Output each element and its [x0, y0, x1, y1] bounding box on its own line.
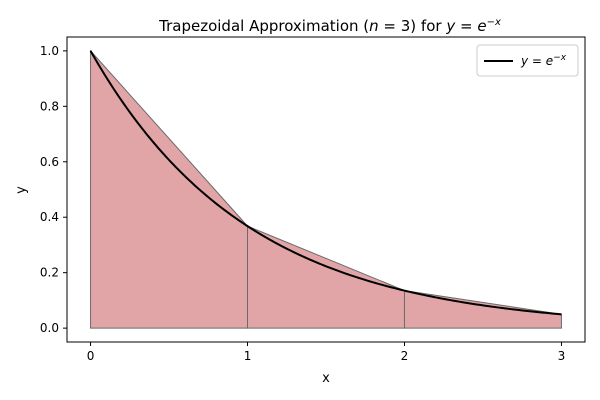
y-tick-label: 1.0 — [40, 44, 59, 58]
title-y: y — [445, 17, 456, 35]
title-e: e — [477, 17, 486, 35]
legend-exp: −x — [553, 53, 567, 63]
chart-title: Trapezoidal Approximation (n = 3) for y … — [158, 17, 501, 35]
legend-box — [476, 44, 579, 77]
x-tick-label: 0 — [87, 349, 95, 363]
legend-y: y — [520, 54, 529, 68]
trapezoid-1 — [90, 49, 249, 329]
curve-exp-neg-x — [89, 50, 562, 316]
legend-e: e — [546, 54, 553, 68]
x-tick-label: 1 — [244, 349, 252, 363]
title-eq2: = — [455, 17, 477, 35]
x-tick-label: 3 — [558, 349, 566, 363]
y-tick-label: 0.0 — [40, 321, 59, 335]
legend-entry: y = e−x — [520, 53, 567, 68]
y-tick-label: 0.6 — [40, 155, 59, 169]
x-axis-ticks: 0 1 2 3 — [87, 342, 566, 363]
title-exp: −x — [487, 17, 501, 28]
y-axis-ticks: 0.0 0.2 0.4 0.6 0.8 1.0 — [40, 44, 67, 335]
y-axis-label: y — [14, 186, 29, 194]
trapezoid-3 — [403, 290, 562, 329]
title-n: n — [369, 17, 379, 35]
x-axis-label: x — [322, 371, 330, 386]
legend: y = e−x — [476, 44, 579, 77]
y-tick-label: 0.8 — [40, 99, 59, 113]
y-tick-label: 0.2 — [40, 266, 59, 280]
plot-frame — [66, 36, 586, 343]
curve-layer — [89, 50, 562, 316]
y-tick-label: 0.4 — [40, 210, 59, 224]
trapezoid-group — [90, 49, 562, 329]
title-text: Trapezoidal Approximation ( — [158, 17, 369, 35]
x-tick-label: 2 — [401, 349, 409, 363]
legend-eq: = — [528, 54, 546, 68]
title-eq: = 3) for — [379, 17, 447, 35]
